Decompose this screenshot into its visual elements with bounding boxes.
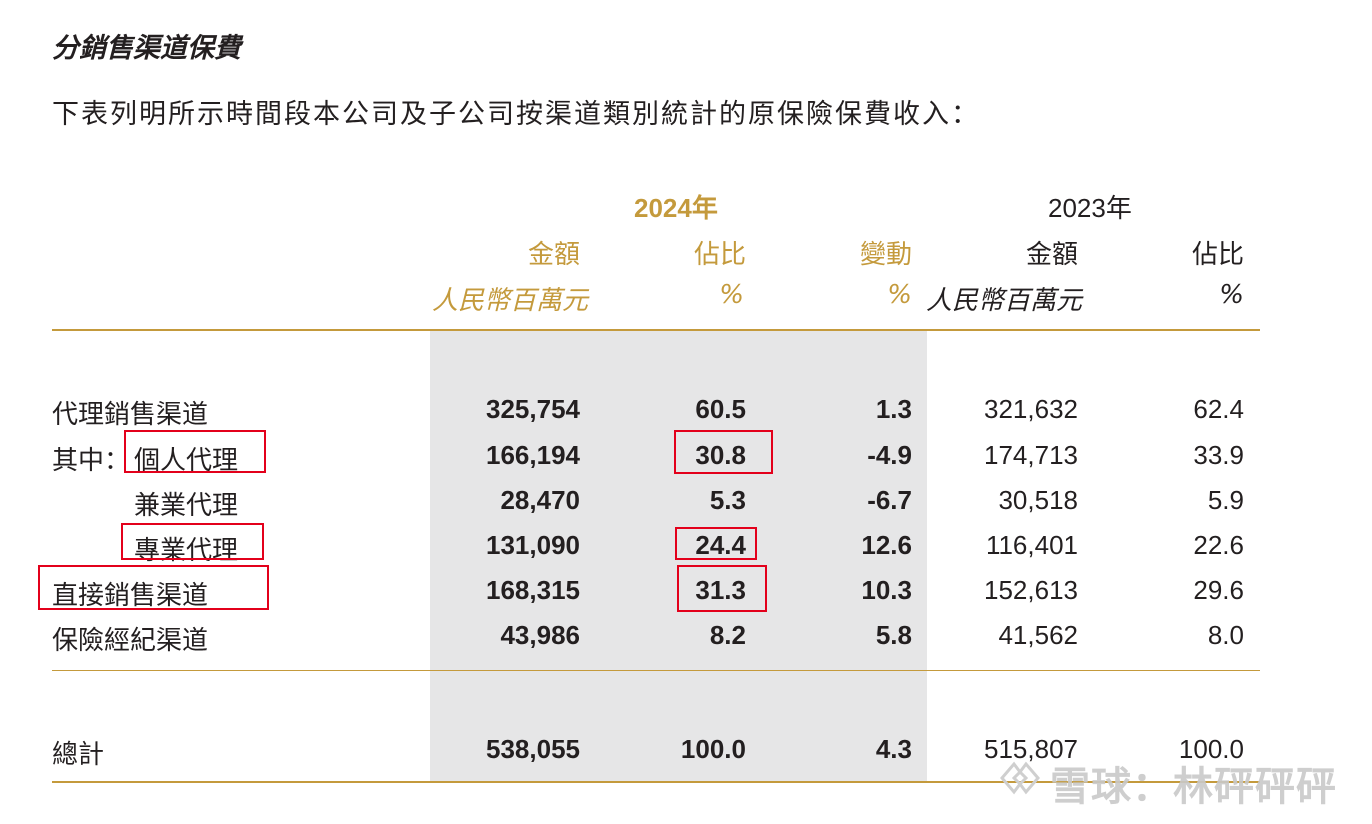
cell-share-2023: 5.9 [1207, 485, 1244, 515]
cell-amount-2024: 168,315 [486, 575, 580, 605]
watermark-text: 雪球：林砰砰砰 [1050, 764, 1337, 810]
cell-amount-2023: 321,632 [984, 394, 1078, 424]
cell-share-2023: 22.6 [1193, 530, 1244, 560]
table-mid-rule [52, 670, 1260, 671]
highlight-box-professional-agent [121, 523, 264, 560]
cell-amount-2024: 166,194 [486, 440, 580, 470]
unit-change: % [887, 280, 912, 310]
cell-share-2024: 5.3 [709, 485, 746, 515]
unit-amount-2023: 人民幣百萬元 [926, 286, 1083, 316]
total-share-2023: 100.0 [1178, 734, 1244, 764]
unit-share-2024: % [719, 280, 744, 310]
cell-amount-2023: 152,613 [984, 575, 1078, 605]
header-share-2024: 佔比 [693, 240, 746, 270]
table-top-rule [52, 329, 1260, 331]
highlight-box-direct-sales [38, 565, 269, 610]
total-change: 4.3 [875, 734, 912, 764]
unit-amount-2024: 人民幣百萬元 [431, 286, 588, 316]
cell-amount-2023: 174,713 [984, 440, 1078, 470]
cell-change: -4.9 [867, 440, 912, 470]
section-title: 分銷售渠道保費 [52, 33, 241, 64]
year-2024-header: 2024年 [634, 193, 718, 223]
cell-change: 10.3 [861, 575, 912, 605]
cell-change: 5.8 [875, 620, 912, 650]
cell-amount-2023: 41,562 [998, 620, 1078, 650]
cell-share-2024: 30.8 [695, 440, 746, 470]
row-label: 保險經紀渠道 [52, 626, 209, 656]
highlight-box-share-direct-sales [677, 565, 767, 612]
cell-share-2024: 24.4 [695, 530, 746, 560]
highlight-box-share-professional-agent [675, 527, 757, 560]
row-label: 專業代理 [134, 536, 239, 566]
cell-share-2024: 31.3 [695, 575, 746, 605]
header-share-2023: 佔比 [1191, 240, 1244, 270]
header-change: 變動 [859, 240, 912, 270]
cell-change: 12.6 [861, 530, 912, 560]
total-share-2024: 100.0 [680, 734, 746, 764]
intro-text: 下表列明所示時間段本公司及子公司按渠道類別統計的原保險保費收入： [52, 99, 980, 130]
total-amount-2024: 538,055 [486, 734, 580, 764]
cell-share-2023: 62.4 [1193, 394, 1244, 424]
cell-amount-2023: 116,401 [985, 530, 1078, 560]
row-prefix: 其中： [52, 446, 131, 476]
highlight-box-share-personal-agent [674, 430, 773, 474]
cell-share-2024: 8.2 [709, 620, 746, 650]
cell-share-2024: 60.5 [695, 394, 746, 424]
table-bottom-rule [52, 781, 1260, 783]
cell-change: 1.3 [875, 394, 912, 424]
cell-change: -6.7 [867, 485, 912, 515]
row-label: 代理銷售渠道 [52, 400, 209, 430]
cell-share-2023: 29.6 [1193, 575, 1244, 605]
cell-amount-2024: 325,754 [486, 394, 580, 424]
cell-amount-2023: 30,518 [998, 485, 1078, 515]
total-label: 總計 [52, 740, 105, 770]
highlight-column-2024 [430, 330, 927, 782]
cell-amount-2024: 131,090 [486, 530, 580, 560]
cell-amount-2024: 28,470 [500, 485, 580, 515]
cell-share-2023: 33.9 [1193, 440, 1244, 470]
snowball-logo-icon [1000, 761, 1040, 795]
row-label: 兼業代理 [134, 491, 239, 521]
header-amount-2023: 金額 [1025, 240, 1078, 270]
total-amount-2023: 515,807 [984, 734, 1078, 764]
header-amount-2024: 金額 [527, 240, 580, 270]
highlight-box-personal-agent [124, 430, 266, 473]
row-label: 直接銷售渠道 [52, 581, 209, 611]
cell-amount-2024: 43,986 [500, 620, 580, 650]
year-2023-header: 2023年 [1048, 193, 1132, 223]
cell-share-2023: 8.0 [1207, 620, 1244, 650]
unit-share-2023: % [1219, 280, 1244, 310]
